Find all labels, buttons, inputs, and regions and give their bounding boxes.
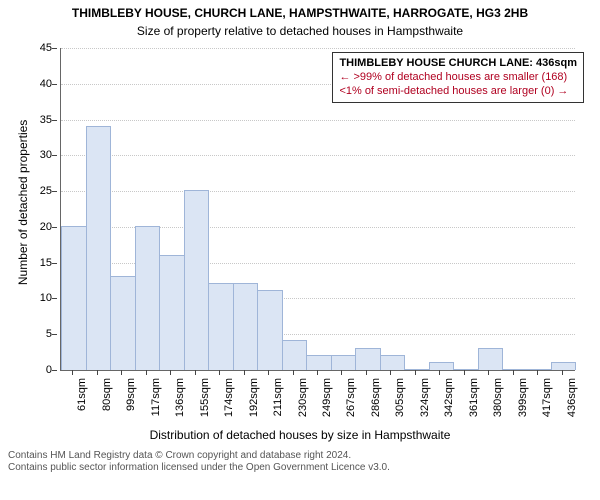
y-tick: 0 <box>0 364 52 376</box>
histogram-bar <box>306 355 331 370</box>
chart-title: THIMBLEBY HOUSE, CHURCH LANE, HAMPSTHWAI… <box>0 6 600 20</box>
attribution-text: Contains HM Land Registry data © Crown c… <box>8 450 390 474</box>
x-tick-label: 136sqm <box>174 378 186 428</box>
histogram-bar <box>355 348 380 370</box>
x-tick-label: 249sqm <box>321 378 333 428</box>
x-tick-mark <box>293 370 294 375</box>
y-tick: 5 <box>0 328 52 340</box>
gridline <box>61 48 575 49</box>
histogram-bar <box>257 290 282 370</box>
chart-subtitle: Size of property relative to detached ho… <box>0 24 600 38</box>
legend-line-2: ← >99% of detached houses are smaller (1… <box>339 71 577 85</box>
x-tick-mark <box>219 370 220 375</box>
chart-container: THIMBLEBY HOUSE, CHURCH LANE, HAMPSTHWAI… <box>0 0 600 500</box>
x-tick-mark <box>268 370 269 375</box>
x-tick-mark <box>317 370 318 375</box>
histogram-bar <box>86 126 111 370</box>
x-tick-mark <box>195 370 196 375</box>
histogram-bar <box>282 340 307 370</box>
attribution-line-1: Contains HM Land Registry data © Crown c… <box>8 450 390 462</box>
legend-line-1: THIMBLEBY HOUSE CHURCH LANE: 436sqm <box>339 57 577 71</box>
histogram-bar <box>527 369 552 370</box>
x-tick-mark <box>341 370 342 375</box>
gridline <box>61 155 575 156</box>
x-axis-label: Distribution of detached houses by size … <box>0 428 600 442</box>
gridline <box>61 120 575 121</box>
x-tick-label: 117sqm <box>150 378 162 428</box>
x-tick-label: 305sqm <box>394 378 406 428</box>
y-tick: 40 <box>0 78 52 90</box>
x-tick-label: 174sqm <box>223 378 235 428</box>
y-tick: 45 <box>0 42 52 54</box>
x-tick-label: 380sqm <box>492 378 504 428</box>
x-tick-label: 99sqm <box>125 378 137 428</box>
x-tick-label: 286sqm <box>370 378 382 428</box>
histogram-bar <box>331 355 356 370</box>
histogram-bar <box>551 362 576 370</box>
x-tick-mark <box>415 370 416 375</box>
x-tick-label: 61sqm <box>76 378 88 428</box>
histogram-bar <box>453 369 478 370</box>
x-tick-label: 211sqm <box>272 378 284 428</box>
x-tick-mark <box>244 370 245 375</box>
x-tick-mark <box>146 370 147 375</box>
x-tick-mark <box>366 370 367 375</box>
histogram-bar <box>478 348 503 370</box>
legend-line-3: <1% of semi-detached houses are larger (… <box>339 85 577 99</box>
histogram-bar <box>380 355 405 370</box>
y-axis-label: Number of detached properties <box>16 106 30 299</box>
x-tick-label: 361sqm <box>468 378 480 428</box>
x-tick-mark <box>390 370 391 375</box>
histogram-bar <box>429 362 454 370</box>
x-tick-label: 192sqm <box>248 378 260 428</box>
attribution-line-2: Contains public sector information licen… <box>8 462 390 474</box>
histogram-bar <box>208 283 233 370</box>
x-tick-mark <box>464 370 465 375</box>
x-tick-mark <box>488 370 489 375</box>
x-tick-label: 267sqm <box>345 378 357 428</box>
x-tick-label: 399sqm <box>517 378 529 428</box>
x-tick-mark <box>439 370 440 375</box>
ylabel-text: Number of detached properties <box>16 120 30 285</box>
histogram-bar <box>184 190 209 370</box>
x-tick-label: 230sqm <box>297 378 309 428</box>
x-tick-mark <box>170 370 171 375</box>
x-tick-label: 342sqm <box>443 378 455 428</box>
x-tick-mark <box>562 370 563 375</box>
x-tick-mark <box>513 370 514 375</box>
x-tick-label: 436sqm <box>566 378 578 428</box>
histogram-bar <box>502 369 527 370</box>
histogram-bar <box>61 226 86 370</box>
xlabel-text: Distribution of detached houses by size … <box>150 428 451 442</box>
x-tick-mark <box>537 370 538 375</box>
x-tick-label: 80sqm <box>101 378 113 428</box>
x-tick-label: 417sqm <box>541 378 553 428</box>
histogram-bar <box>159 255 184 370</box>
histogram-bar <box>110 276 135 370</box>
x-tick-mark <box>121 370 122 375</box>
legend-box: THIMBLEBY HOUSE CHURCH LANE: 436sqm ← >9… <box>332 52 584 103</box>
gridline <box>61 191 575 192</box>
title-text: THIMBLEBY HOUSE, CHURCH LANE, HAMPSTHWAI… <box>72 6 528 20</box>
x-tick-label: 155sqm <box>199 378 211 428</box>
histogram-bar <box>135 226 160 370</box>
subtitle-text: Size of property relative to detached ho… <box>137 24 463 38</box>
histogram-bar <box>404 369 429 370</box>
x-tick-mark <box>72 370 73 375</box>
histogram-bar <box>233 283 258 370</box>
x-tick-label: 324sqm <box>419 378 431 428</box>
x-tick-mark <box>97 370 98 375</box>
